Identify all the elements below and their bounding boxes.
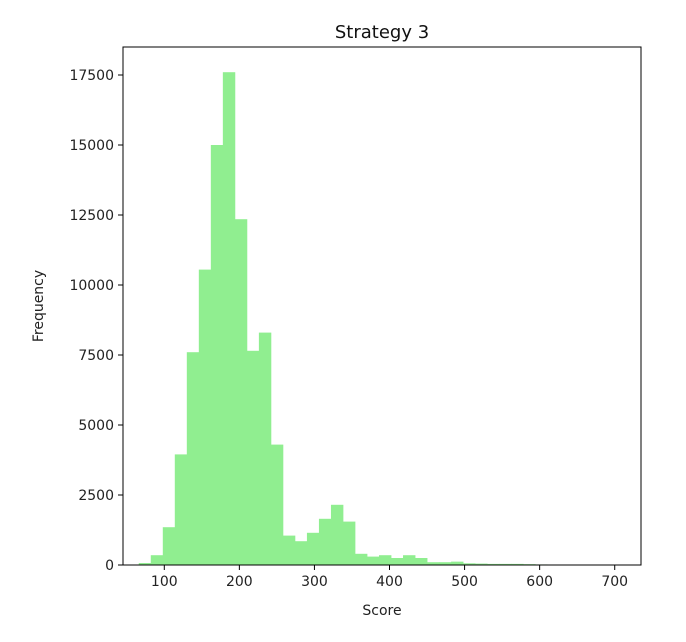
histogram-bar	[378, 555, 392, 565]
histogram-bar	[318, 518, 332, 565]
histogram-bar	[174, 454, 188, 565]
histogram-bar	[451, 561, 464, 565]
histogram-bar	[403, 555, 416, 565]
histogram-bar	[391, 558, 404, 565]
histogram-bar	[499, 563, 512, 565]
y-axis-label: Frequency	[31, 270, 47, 342]
histogram-bar	[138, 563, 152, 565]
x-tick-label: 100	[151, 574, 178, 590]
histogram-bars	[138, 72, 632, 565]
histogram-bar	[306, 532, 320, 565]
histogram-bar	[463, 563, 476, 565]
histogram-bar	[342, 521, 356, 565]
histogram-bar	[234, 219, 248, 565]
y-tick-label: 17500	[69, 68, 114, 84]
histogram-bar	[150, 555, 164, 565]
histogram-bar	[222, 72, 236, 565]
histogram-bar	[282, 535, 296, 565]
histogram-bar	[210, 145, 224, 565]
y-tick-label: 10000	[69, 278, 114, 294]
histogram-bar	[270, 444, 284, 565]
y-tick-label: 12500	[69, 208, 114, 224]
histogram-bar	[186, 352, 200, 565]
plot-frame	[122, 46, 642, 566]
histogram-bar	[366, 556, 380, 565]
histogram-bar	[487, 563, 500, 565]
histogram-bar	[475, 563, 488, 565]
histogram-bar	[415, 558, 428, 565]
x-tick-label: 400	[376, 574, 403, 590]
y-tick-label: 15000	[69, 138, 114, 154]
histogram-bar	[427, 562, 440, 565]
histogram-bar	[246, 350, 260, 565]
y-tick-label: 0	[105, 558, 114, 574]
x-axis-label: Score	[362, 603, 401, 619]
y-axis: 0 2500 5000 7500 10000 12500 15000 17500	[69, 68, 123, 574]
histogram-bar	[354, 553, 368, 565]
histogram-bar	[198, 269, 212, 565]
x-tick-label: 600	[526, 574, 553, 590]
x-tick-label: 300	[301, 574, 328, 590]
x-tick-label: 200	[226, 574, 253, 590]
histogram-bar	[511, 563, 524, 565]
histogram-bar	[258, 332, 272, 565]
x-tick-label: 700	[601, 574, 628, 590]
y-tick-label: 5000	[78, 418, 114, 434]
x-tick-label: 500	[451, 574, 478, 590]
y-tick-label: 2500	[78, 488, 114, 504]
histogram-bar	[330, 504, 344, 565]
x-axis: 100 200 300 400 500 600 700	[151, 565, 628, 590]
y-tick-label: 7500	[78, 348, 114, 364]
histogram-bar	[439, 562, 452, 565]
histogram-bar	[162, 527, 176, 565]
histogram-bar	[294, 541, 308, 565]
chart-title: Strategy 3	[335, 22, 429, 43]
